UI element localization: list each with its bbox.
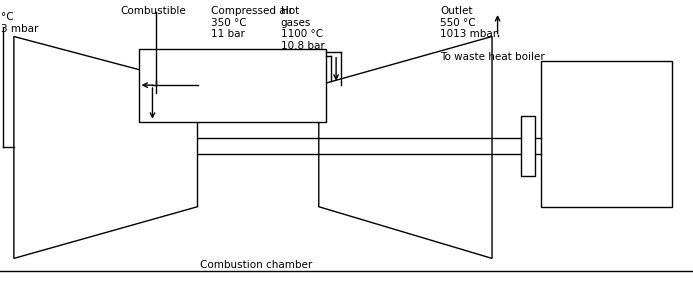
Text: Combustion chamber: Combustion chamber xyxy=(200,260,313,270)
Bar xyxy=(541,61,672,207)
Polygon shape xyxy=(14,36,198,258)
Text: Compressed air
350 °C
11 bar: Compressed air 350 °C 11 bar xyxy=(211,6,293,39)
Bar xyxy=(521,116,535,176)
Text: Combustible: Combustible xyxy=(120,6,186,16)
Polygon shape xyxy=(319,36,492,258)
Text: Outlet
550 °C
1013 mbar

To waste heat boiler: Outlet 550 °C 1013 mbar To waste heat bo… xyxy=(440,6,545,63)
Text: Hot
gases
1100 °C
10.8 bar: Hot gases 1100 °C 10.8 bar xyxy=(281,6,324,51)
Bar xyxy=(139,49,326,122)
Text: °C
3 mbar: °C 3 mbar xyxy=(1,12,38,34)
